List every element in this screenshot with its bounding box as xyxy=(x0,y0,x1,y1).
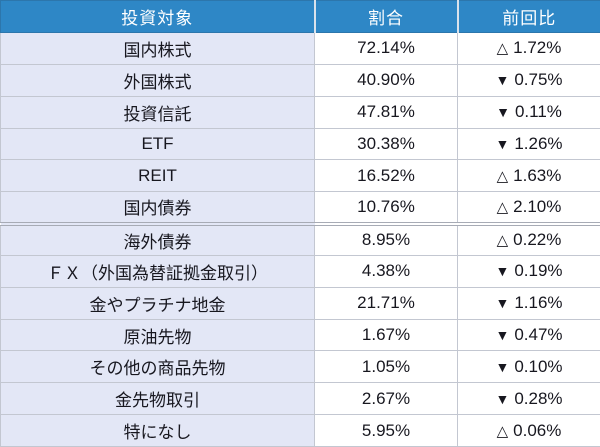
cell-target: 外国株式 xyxy=(0,63,315,97)
change-value: 1.16% xyxy=(514,293,563,313)
change-value: 0.10% xyxy=(514,356,563,376)
col-header-target: 投資対象 xyxy=(0,0,316,33)
cell-change: ▼ 0.75% xyxy=(457,63,600,97)
cell-target: 国内債券 xyxy=(0,191,315,226)
cell-change: ▼ 1.26% xyxy=(457,127,600,161)
table-row: 金やプラチナ地金 21.71% ▼ 1.16% xyxy=(0,286,600,320)
cell-target: ETF xyxy=(0,127,315,161)
cell-change: ▼ 0.28% xyxy=(457,382,600,416)
cell-target: ＦＸ（外国為替証拠金取引） xyxy=(0,254,315,288)
up-triangle-icon: △ xyxy=(496,232,509,250)
table-body: 国内株式 72.14% △ 1.72% 外国株式 40.90% ▼ 0.75% 投資信託 47.8… xyxy=(0,32,600,447)
table-row: 投資信託 47.81% ▼ 0.11% xyxy=(0,95,600,129)
cell-change: △ 1.72% xyxy=(457,32,600,65)
cell-target: 国内株式 xyxy=(0,32,315,65)
cell-ratio: 1.05% xyxy=(314,350,458,384)
cell-change: △ 2.10% xyxy=(457,191,600,226)
change-value: 0.19% xyxy=(514,261,563,281)
down-triangle-icon: ▼ xyxy=(495,327,510,344)
down-triangle-icon: ▼ xyxy=(495,135,510,152)
change-value: 0.28% xyxy=(514,388,563,408)
table-row: REIT 16.52% △ 1.63% xyxy=(0,159,600,193)
cell-change: △ 1.63% xyxy=(457,159,600,193)
cell-change: ▼ 0.10% xyxy=(457,350,600,384)
cell-change: ▼ 0.11% xyxy=(457,95,600,129)
change-value: 2.10% xyxy=(513,196,562,216)
cell-ratio: 21.71% xyxy=(314,286,458,320)
change-value: 1.63% xyxy=(513,165,562,185)
cell-change: △ 0.06% xyxy=(457,414,600,447)
down-triangle-icon: ▼ xyxy=(496,104,510,121)
up-triangle-icon: △ xyxy=(496,422,509,440)
table-row: 海外債券 8.95% △ 0.22% xyxy=(0,223,600,256)
cell-ratio: 1.67% xyxy=(314,318,458,352)
down-triangle-icon: ▼ xyxy=(495,263,510,280)
down-triangle-icon: ▼ xyxy=(495,358,510,375)
change-value: 1.26% xyxy=(514,133,563,153)
cell-ratio: 5.95% xyxy=(314,414,458,447)
down-triangle-icon: ▼ xyxy=(495,72,510,89)
table-row: 国内債券 10.76% △ 2.10% xyxy=(0,191,600,226)
up-triangle-icon: △ xyxy=(496,167,509,185)
cell-target: その他の商品先物 xyxy=(0,350,315,384)
col-header-change: 前回比 xyxy=(457,0,600,33)
table-row: 特になし 5.95% △ 0.06% xyxy=(0,414,600,447)
cell-ratio: 72.14% xyxy=(314,32,458,65)
table-row: 原油先物 1.67% ▼ 0.47% xyxy=(0,318,600,352)
cell-ratio: 30.38% xyxy=(314,127,458,161)
cell-ratio: 2.67% xyxy=(314,382,458,416)
table-row: ＦＸ（外国為替証拠金取引） 4.38% ▼ 0.19% xyxy=(0,254,600,288)
cell-ratio: 47.81% xyxy=(314,95,458,129)
col-header-ratio: 割合 xyxy=(314,0,459,33)
cell-change: ▼ 0.19% xyxy=(457,254,600,288)
header-row: 投資対象 割合 前回比 xyxy=(0,0,600,33)
table-row: 外国株式 40.90% ▼ 0.75% xyxy=(0,63,600,97)
table-row: 国内株式 72.14% △ 1.72% xyxy=(0,32,600,65)
cell-ratio: 4.38% xyxy=(314,254,458,288)
cell-target: 金先物取引 xyxy=(0,382,315,416)
table-header: 投資対象 割合 前回比 xyxy=(0,0,600,33)
cell-ratio: 8.95% xyxy=(314,223,458,256)
table-row: 金先物取引 2.67% ▼ 0.28% xyxy=(0,382,600,416)
up-triangle-icon: △ xyxy=(496,40,509,58)
table-row: ETF 30.38% ▼ 1.26% xyxy=(0,127,600,161)
cell-target: 海外債券 xyxy=(0,223,315,256)
cell-target: 特になし xyxy=(0,414,315,447)
cell-ratio: 10.76% xyxy=(314,191,458,226)
cell-ratio: 16.52% xyxy=(314,159,458,193)
change-value: 0.47% xyxy=(514,325,563,345)
cell-target: 原油先物 xyxy=(0,318,315,352)
cell-target: 投資信託 xyxy=(0,95,315,129)
down-triangle-icon: ▼ xyxy=(495,295,510,312)
cell-target: 金やプラチナ地金 xyxy=(0,286,315,320)
up-triangle-icon: △ xyxy=(496,198,509,216)
cell-ratio: 40.90% xyxy=(314,63,458,97)
change-value: 0.75% xyxy=(514,70,563,90)
down-triangle-icon: ▼ xyxy=(495,390,510,407)
change-value: 1.72% xyxy=(513,38,562,58)
cell-target: REIT xyxy=(0,159,315,193)
cell-change: ▼ 1.16% xyxy=(457,286,600,320)
change-value: 0.11% xyxy=(514,102,562,122)
change-value: 0.06% xyxy=(513,420,562,440)
cell-change: ▼ 0.47% xyxy=(457,318,600,352)
cell-change: △ 0.22% xyxy=(457,223,600,256)
change-value: 0.22% xyxy=(513,230,562,250)
table-row: その他の商品先物 1.05% ▼ 0.10% xyxy=(0,350,600,384)
